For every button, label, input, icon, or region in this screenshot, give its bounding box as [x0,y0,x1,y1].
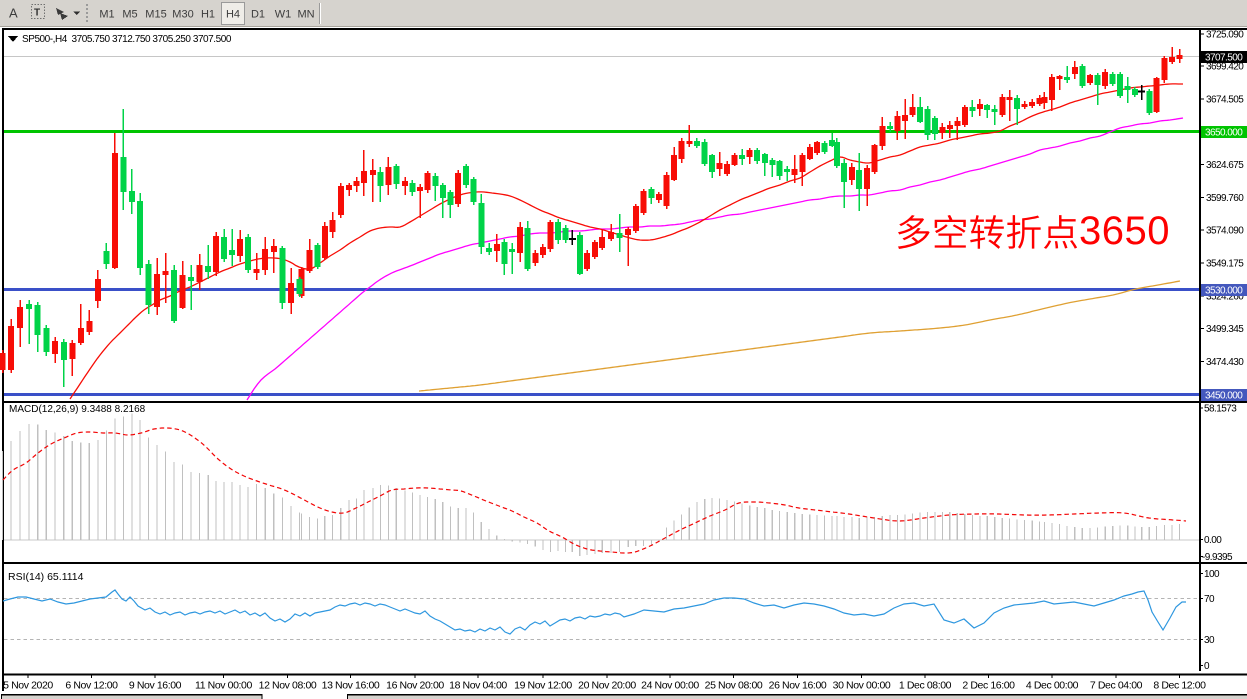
svg-text:4 Dec 00:00: 4 Dec 00:00 [1026,680,1079,692]
svg-text:M5: M5 [122,9,137,21]
svg-text:RSI(14) 65.1114: RSI(14) 65.1114 [8,571,84,583]
svg-text:3624.675: 3624.675 [1206,160,1244,171]
svg-text:3499.345: 3499.345 [1206,324,1244,335]
svg-text:5 Nov 2020: 5 Nov 2020 [3,680,53,692]
svg-text:A: A [9,6,18,21]
svg-text:26 Nov 16:00: 26 Nov 16:00 [769,680,827,692]
svg-text:6 Nov 12:00: 6 Nov 12:00 [65,680,118,692]
svg-text:3707.500: 3707.500 [1205,53,1243,64]
svg-text:3725.090: 3725.090 [1206,30,1244,41]
svg-text:19 Nov 12:00: 19 Nov 12:00 [514,680,572,692]
svg-text:D1: D1 [251,9,265,21]
svg-text:1 Dec 08:00: 1 Dec 08:00 [899,680,952,692]
svg-text:7 Dec 04:00: 7 Dec 04:00 [1090,680,1143,692]
svg-text:3574.090: 3574.090 [1206,226,1244,237]
svg-text:12 Nov 08:00: 12 Nov 08:00 [259,680,317,692]
svg-text:11 Nov 00:00: 11 Nov 00:00 [195,680,252,692]
svg-text:MN: MN [297,9,314,21]
svg-text:9 Nov 16:00: 9 Nov 16:00 [129,680,182,692]
svg-text:3530.000: 3530.000 [1205,286,1243,297]
svg-text:MACD(12,26,9) 9.3488 8.2168: MACD(12,26,9) 9.3488 8.2168 [9,404,146,415]
svg-text:T: T [34,8,40,19]
svg-text:3650: 3650 [1079,209,1170,253]
svg-text:3450.000: 3450.000 [1205,391,1243,402]
svg-text:3699.420: 3699.420 [1206,62,1244,73]
svg-text:M30: M30 [172,9,193,21]
svg-text:30: 30 [1204,635,1215,646]
svg-text:M1: M1 [99,9,114,21]
svg-text:3650.000: 3650.000 [1205,128,1243,139]
svg-text:3549.175: 3549.175 [1206,259,1244,270]
svg-text:H1: H1 [201,9,215,21]
svg-text:70: 70 [1204,594,1215,605]
svg-text:100: 100 [1204,569,1220,580]
svg-text:25 Nov 08:00: 25 Nov 08:00 [705,680,763,692]
svg-text:-9.9395: -9.9395 [1202,552,1233,563]
svg-text:24 Nov 00:00: 24 Nov 00:00 [641,680,699,692]
svg-text:H4: H4 [226,9,240,21]
svg-text:18 Nov 04:00: 18 Nov 04:00 [449,680,507,692]
svg-text:20 Nov 20:00: 20 Nov 20:00 [578,680,636,692]
svg-text:M15: M15 [145,9,166,21]
svg-text:3674.505: 3674.505 [1206,94,1244,105]
svg-text:0.00: 0.00 [1204,535,1222,546]
svg-text:3524.260: 3524.260 [1206,291,1244,302]
svg-text:3474.430: 3474.430 [1206,357,1244,368]
svg-text:0: 0 [1204,661,1210,672]
svg-text:8 Dec 12:00: 8 Dec 12:00 [1153,680,1206,692]
svg-text:2 Dec 16:00: 2 Dec 16:00 [962,680,1015,692]
svg-text:30 Nov 00:00: 30 Nov 00:00 [833,680,891,692]
svg-text:W1: W1 [275,9,292,21]
svg-text:58.1573: 58.1573 [1204,404,1237,415]
svg-text:16 Nov 20:00: 16 Nov 20:00 [386,680,444,692]
svg-text:13 Nov 16:00: 13 Nov 16:00 [322,680,380,692]
svg-text:3599.760: 3599.760 [1206,193,1244,204]
svg-text:SP500-,H4 3705.750 3712.750 3: SP500-,H4 3705.750 3712.750 3705.250 370… [22,34,232,45]
